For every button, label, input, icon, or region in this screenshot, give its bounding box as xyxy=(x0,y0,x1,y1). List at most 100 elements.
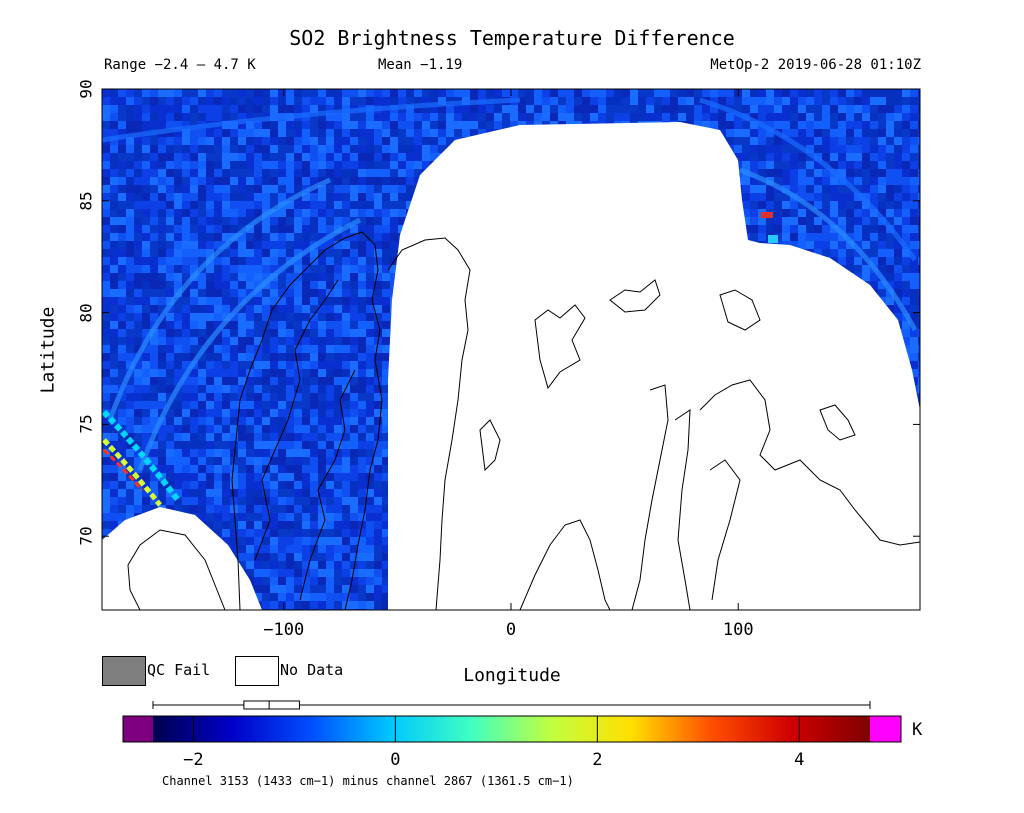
field-cell xyxy=(214,89,222,97)
field-cell xyxy=(302,329,310,337)
field-cell xyxy=(334,393,342,401)
field-cell xyxy=(326,433,334,441)
field-cell xyxy=(262,425,270,433)
field-cell xyxy=(334,129,342,137)
field-cell xyxy=(814,161,822,169)
field-cell xyxy=(246,433,254,441)
field-cell xyxy=(350,417,358,425)
field-cell xyxy=(358,313,366,321)
field-cell xyxy=(326,89,334,97)
field-cell xyxy=(902,89,910,97)
field-cell xyxy=(910,289,918,297)
field-cell xyxy=(366,473,374,481)
field-cell xyxy=(262,201,270,209)
field-cell xyxy=(262,465,270,473)
field-cell xyxy=(814,113,822,121)
field-cell xyxy=(262,177,270,185)
field-cell xyxy=(246,305,254,313)
field-cell xyxy=(910,121,918,129)
field-cell xyxy=(326,401,334,409)
field-cell xyxy=(870,121,878,129)
field-cell xyxy=(678,113,686,121)
field-cell xyxy=(358,425,366,433)
field-cell xyxy=(238,417,246,425)
field-cell xyxy=(286,417,294,425)
field-cell xyxy=(102,465,110,473)
field-cell xyxy=(398,169,406,177)
field-cell xyxy=(278,409,286,417)
field-cell xyxy=(902,217,910,225)
field-cell xyxy=(910,257,918,265)
field-cell xyxy=(894,97,902,105)
field-cell xyxy=(254,257,262,265)
field-cell xyxy=(158,209,166,217)
field-cell xyxy=(542,89,550,97)
field-cell xyxy=(134,225,142,233)
field-cell xyxy=(366,137,374,145)
field-cell xyxy=(806,89,814,97)
field-cell xyxy=(718,89,726,97)
field-cell xyxy=(246,281,254,289)
field-cell xyxy=(142,281,150,289)
field-cell xyxy=(766,121,774,129)
field-cell xyxy=(382,353,390,361)
field-cell xyxy=(318,393,326,401)
field-cell xyxy=(862,241,870,249)
field-cell xyxy=(158,161,166,169)
field-cell xyxy=(782,217,790,225)
field-cell xyxy=(806,161,814,169)
field-cell xyxy=(750,97,758,105)
field-cell xyxy=(238,281,246,289)
field-cell xyxy=(302,201,310,209)
field-cell xyxy=(390,185,398,193)
field-cell xyxy=(438,105,446,113)
field-cell xyxy=(254,433,262,441)
field-cell xyxy=(270,377,278,385)
field-cell xyxy=(886,169,894,177)
field-cell xyxy=(894,209,902,217)
field-cell xyxy=(358,97,366,105)
field-cell xyxy=(342,289,350,297)
field-cell xyxy=(302,337,310,345)
field-cell xyxy=(206,193,214,201)
field-cell xyxy=(294,449,302,457)
field-cell xyxy=(150,473,158,481)
field-cell xyxy=(374,249,382,257)
field-cell xyxy=(126,217,134,225)
field-cell xyxy=(478,129,486,137)
field-cell xyxy=(246,153,254,161)
field-cell xyxy=(134,313,142,321)
field-cell xyxy=(334,409,342,417)
field-cell xyxy=(590,105,598,113)
field-cell xyxy=(110,121,118,129)
field-cell xyxy=(382,313,390,321)
field-cell xyxy=(246,313,254,321)
field-cell xyxy=(270,329,278,337)
field-cell xyxy=(190,441,198,449)
field-cell xyxy=(294,337,302,345)
field-cell xyxy=(382,377,390,385)
field-cell xyxy=(270,257,278,265)
field-cell xyxy=(430,137,438,145)
field-cell xyxy=(790,233,798,241)
field-cell xyxy=(182,473,190,481)
field-cell xyxy=(238,305,246,313)
field-cell xyxy=(126,185,134,193)
field-cell xyxy=(750,137,758,145)
field-cell xyxy=(598,113,606,121)
field-cell xyxy=(222,385,230,393)
field-cell xyxy=(214,161,222,169)
field-cell xyxy=(110,337,118,345)
field-cell xyxy=(174,457,182,465)
field-cell xyxy=(142,313,150,321)
field-cell xyxy=(870,105,878,113)
field-cell xyxy=(862,233,870,241)
field-cell xyxy=(134,425,142,433)
field-cell xyxy=(166,313,174,321)
field-cell xyxy=(190,241,198,249)
mean-text: Mean −1.19 xyxy=(378,57,463,73)
field-cell xyxy=(358,337,366,345)
field-cell xyxy=(102,297,110,305)
field-cell xyxy=(270,241,278,249)
field-cell xyxy=(118,169,126,177)
